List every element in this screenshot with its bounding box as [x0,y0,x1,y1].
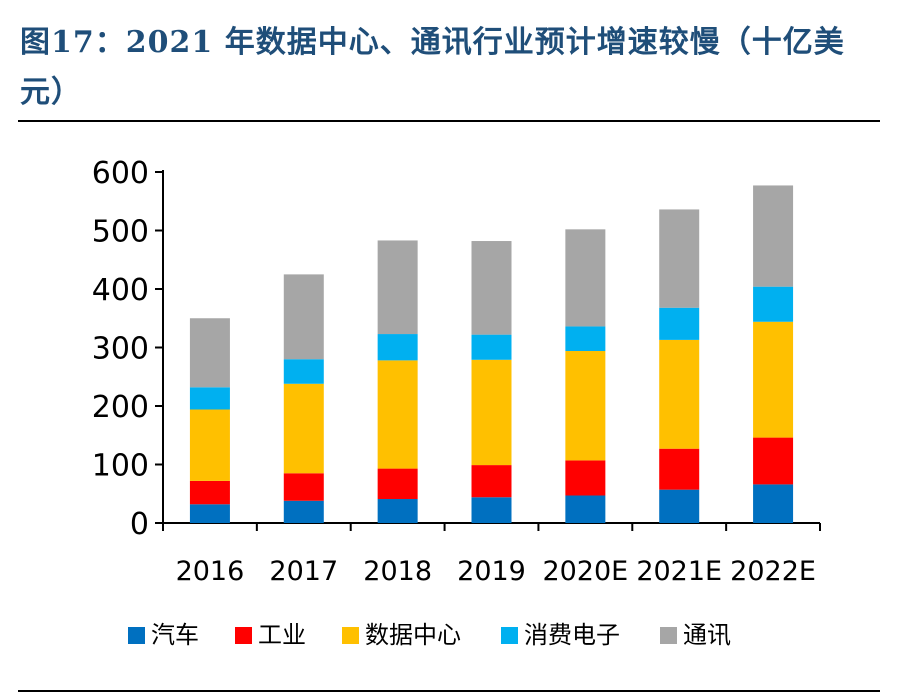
y-tick-label: 600 [92,156,149,191]
bar-segment-2017-消费电子 [283,359,324,384]
bar-segment-2016-汽车 [189,504,230,523]
legend-swatch-消费电子 [501,627,518,644]
y-tick-label: 300 [92,332,149,367]
bar-segment-2019-工业 [471,465,512,498]
bar-segment-2016-工业 [189,480,230,505]
legend-swatch-汽车 [128,627,145,644]
bar-segment-2022E-数据中心 [753,321,794,438]
bar-segment-2018-工业 [377,468,418,500]
legend-label: 汽车 [151,621,199,649]
bar-segment-2020E-通讯 [565,229,606,327]
bar-segment-2019-通讯 [471,241,512,335]
bar-segment-2020E-工业 [565,460,606,496]
plot-area: 0 100 200 300 400 500 600 2016 2017 2018 2019 2020E… [92,156,821,587]
legend-label: 通讯 [683,621,731,649]
legend-swatch-工业 [235,627,252,644]
figure-title: 图17：2021 年数据中心、通讯行业预计增速较慢（十亿美元） [20,25,845,110]
y-tick-label: 400 [92,273,149,308]
bar-segment-2020E-数据中心 [565,351,606,461]
bar-segment-2019-消费电子 [471,334,512,360]
x-tick-label: 2020E [542,556,628,587]
x-tick-label: 2017 [269,556,338,587]
bar-segment-2021E-工业 [659,448,700,490]
bar-segment-2018-汽车 [377,499,418,523]
y-tick-label: 100 [92,449,149,484]
bar-segment-2016-数据中心 [189,409,230,481]
top-rule [18,120,880,122]
bar-segment-2019-数据中心 [471,359,512,466]
bar-segment-2016-消费电子 [189,387,230,410]
x-tick-label: 2019 [457,556,526,587]
bar-segment-2018-通讯 [377,240,418,335]
bar-segment-2018-数据中心 [377,360,418,469]
bar-segment-2020E-汽车 [565,495,606,523]
bar-segment-2016-通讯 [189,318,230,388]
legend-label: 工业 [258,621,306,649]
y-tick-label: 0 [130,507,149,542]
bar-segment-2022E-汽车 [753,484,794,523]
x-tick-label: 2022E [730,556,816,587]
legend-swatch-数据中心 [342,627,359,644]
bar-segment-2017-工业 [283,473,324,501]
bar-segment-2017-通讯 [283,274,324,360]
x-tick-label: 2021E [636,556,722,587]
bar-segment-2021E-通讯 [659,209,700,308]
bar-segment-2019-汽车 [471,497,512,523]
bar-segment-2020E-消费电子 [565,326,606,352]
bar-segment-2022E-消费电子 [753,286,794,322]
legend-swatch-通讯 [660,627,677,644]
bar-segment-2021E-汽车 [659,489,700,523]
bar-segment-2017-汽车 [283,500,324,523]
x-tick-label: 2018 [363,556,432,587]
bar-segment-2022E-通讯 [753,185,794,287]
bar-segment-2022E-工业 [753,437,794,485]
legend: 汽车 工业 数据中心 消费电子 通讯 [128,621,731,649]
bar-segment-2021E-数据中心 [659,339,700,449]
bar-segment-2021E-消费电子 [659,307,700,340]
bar-segment-2018-消费电子 [377,334,418,361]
y-tick-label: 500 [92,215,149,250]
x-tick-label: 2016 [176,556,245,587]
bottom-rule [18,690,880,692]
legend-label: 消费电子 [524,621,620,649]
legend-label: 数据中心 [365,621,461,649]
y-tick-label: 200 [92,390,149,425]
bar-segment-2017-数据中心 [283,383,324,474]
